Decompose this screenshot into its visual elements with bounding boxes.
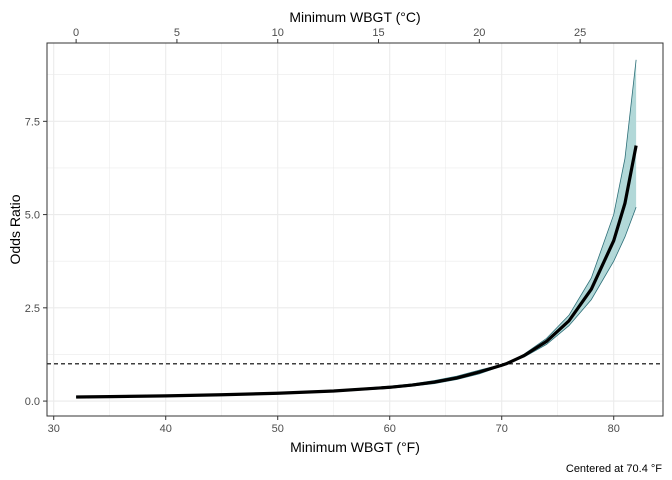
axes-layer: 30 40 50 60 70 80 0.0 2.5 5.0 7.5 0 5 10 15 20 25 [25,27,620,435]
x-tick-label: 30 [48,423,60,435]
y-tick-label: 2.5 [25,303,40,315]
top-tick-label: 5 [174,27,180,39]
odds-ratio-line-layer [76,145,638,399]
y-tick-label: 0.0 [25,396,40,408]
x-tick-label: 40 [160,423,172,435]
top-tick-label: 10 [272,27,284,39]
y-tick-label: 7.5 [25,116,40,128]
x-axis-title: Minimum WBGT (°F) [290,439,420,455]
x-tick-label: 70 [496,423,508,435]
x-tick-label: 50 [272,423,284,435]
top-tick-label: 15 [372,27,384,39]
plot-panel-border [46,42,664,417]
top-tick-label: 25 [574,27,586,39]
top-tick-label: 0 [73,27,79,39]
y-axis-title: Odds Ratio [7,194,23,264]
chart-caption: Centered at 70.4 °F [566,463,662,475]
plot-panel-background [47,43,663,416]
y-tick-label: 5.0 [25,210,40,222]
grid-lines [47,43,663,416]
odds-ratio-line [76,145,638,399]
x-tick-label: 60 [384,423,396,435]
x-tick-label: 80 [608,423,620,435]
top-axis-title: Minimum WBGT (°C) [289,9,420,25]
top-tick-label: 20 [473,27,485,39]
